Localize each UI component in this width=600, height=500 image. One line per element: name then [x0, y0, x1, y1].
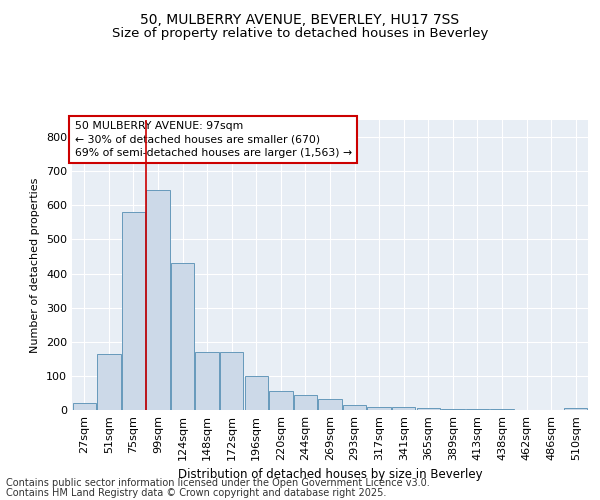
Bar	[122, 212, 145, 410]
Bar	[269, 391, 293, 410]
Bar	[294, 394, 317, 410]
Bar	[466, 409, 489, 410]
Text: Size of property relative to detached houses in Beverley: Size of property relative to detached ho…	[112, 28, 488, 40]
Bar	[73, 403, 96, 410]
Bar	[367, 406, 391, 410]
Bar	[146, 190, 170, 410]
Text: Contains HM Land Registry data © Crown copyright and database right 2025.: Contains HM Land Registry data © Crown c…	[6, 488, 386, 498]
Bar	[245, 376, 268, 410]
Bar	[319, 398, 341, 410]
Text: 50 MULBERRY AVENUE: 97sqm
← 30% of detached houses are smaller (670)
69% of semi: 50 MULBERRY AVENUE: 97sqm ← 30% of detac…	[74, 122, 352, 158]
Bar	[97, 354, 121, 410]
Bar	[564, 408, 587, 410]
Bar	[441, 408, 464, 410]
Y-axis label: Number of detached properties: Number of detached properties	[31, 178, 40, 352]
Text: 50, MULBERRY AVENUE, BEVERLEY, HU17 7SS: 50, MULBERRY AVENUE, BEVERLEY, HU17 7SS	[140, 12, 460, 26]
Bar	[392, 408, 415, 410]
Bar	[343, 405, 366, 410]
Bar	[220, 352, 244, 410]
Bar	[416, 408, 440, 410]
Text: Contains public sector information licensed under the Open Government Licence v3: Contains public sector information licen…	[6, 478, 430, 488]
Bar	[171, 264, 194, 410]
X-axis label: Distribution of detached houses by size in Beverley: Distribution of detached houses by size …	[178, 468, 482, 481]
Bar	[196, 352, 219, 410]
